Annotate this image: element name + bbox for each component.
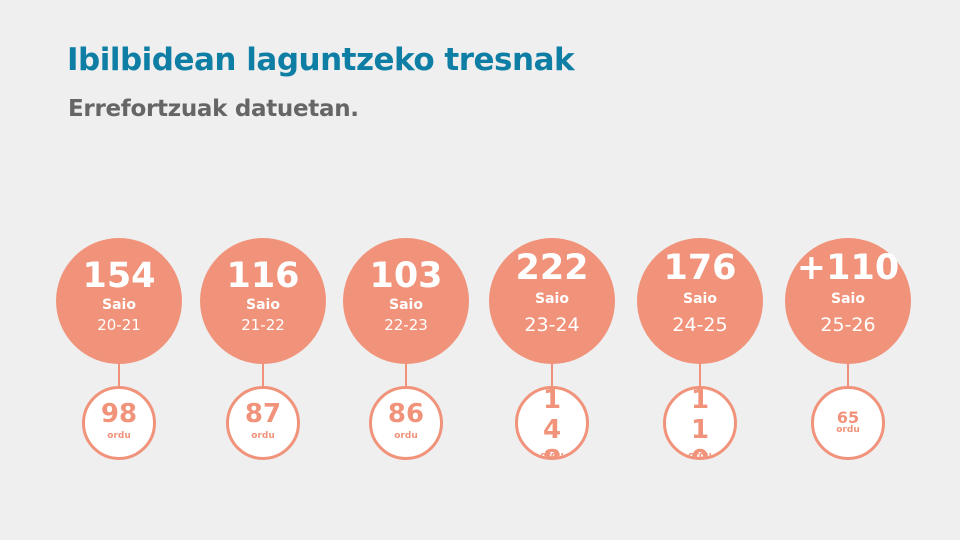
hours-label: ordu (836, 425, 860, 435)
period: 22-23 (384, 316, 428, 334)
sessions-label: Saio (246, 297, 280, 313)
hours-circle: 87 ordu (226, 386, 300, 460)
sessions-label: Saio (535, 291, 569, 307)
sessions-circle: 222 Saio 23-24 (489, 238, 615, 364)
connector (118, 360, 120, 396)
hours-label: ordu (688, 451, 712, 460)
sessions-circle: 154 Saio 20-21 (56, 238, 182, 364)
hours-circle: 86 ordu (369, 386, 443, 460)
period: 24-25 (672, 314, 728, 336)
hours-label: ordu (107, 431, 131, 441)
sessions-circle: 116 Saio 21-22 (200, 238, 326, 364)
connector (551, 360, 553, 396)
period: 20-21 (97, 316, 141, 334)
period: 25-26 (820, 314, 876, 336)
sessions-label: Saio (102, 297, 136, 313)
sessions-circle: 103 Saio 22-23 (343, 238, 469, 364)
hours-number: 86 (387, 399, 425, 429)
connector (405, 360, 407, 396)
sessions-number: 116 (226, 256, 300, 296)
hours-circle: 110 ordu (663, 386, 737, 460)
title: Ibilbidean laguntzeko tresnak (67, 42, 575, 78)
hours-number: 98 (100, 399, 138, 429)
connector (262, 360, 264, 396)
period: 23-24 (524, 314, 580, 336)
hours-label: ordu (251, 431, 275, 441)
sessions-number: 222 (515, 248, 589, 288)
hours-label: ordu (394, 431, 418, 441)
sessions-circle: 176 Saio 24-25 (637, 238, 763, 364)
hours-circle: 148 ordu (515, 386, 589, 460)
hours-number: 148 (542, 386, 562, 460)
sessions-circle: +110 Saio 25-26 (785, 238, 911, 364)
hours-circle: 65 ordu (811, 386, 885, 460)
hours-number: 110 (690, 386, 710, 460)
hours-label: ordu (540, 451, 564, 460)
connector (699, 360, 701, 396)
sessions-label: Saio (389, 297, 423, 313)
sessions-number: 154 (82, 256, 156, 296)
hours-circle: 98 ordu (82, 386, 156, 460)
sessions-label: Saio (683, 291, 717, 307)
sessions-number: 176 (663, 248, 737, 288)
sessions-number: 103 (369, 256, 443, 296)
connector (847, 360, 849, 396)
hours-number: 65 (836, 408, 860, 427)
period: 21-22 (241, 316, 285, 334)
sessions-label: Saio (831, 291, 865, 307)
hours-number: 87 (244, 399, 282, 429)
subtitle: Errefortzuak datuetan. (68, 96, 359, 122)
sessions-number: +110 (796, 248, 900, 288)
